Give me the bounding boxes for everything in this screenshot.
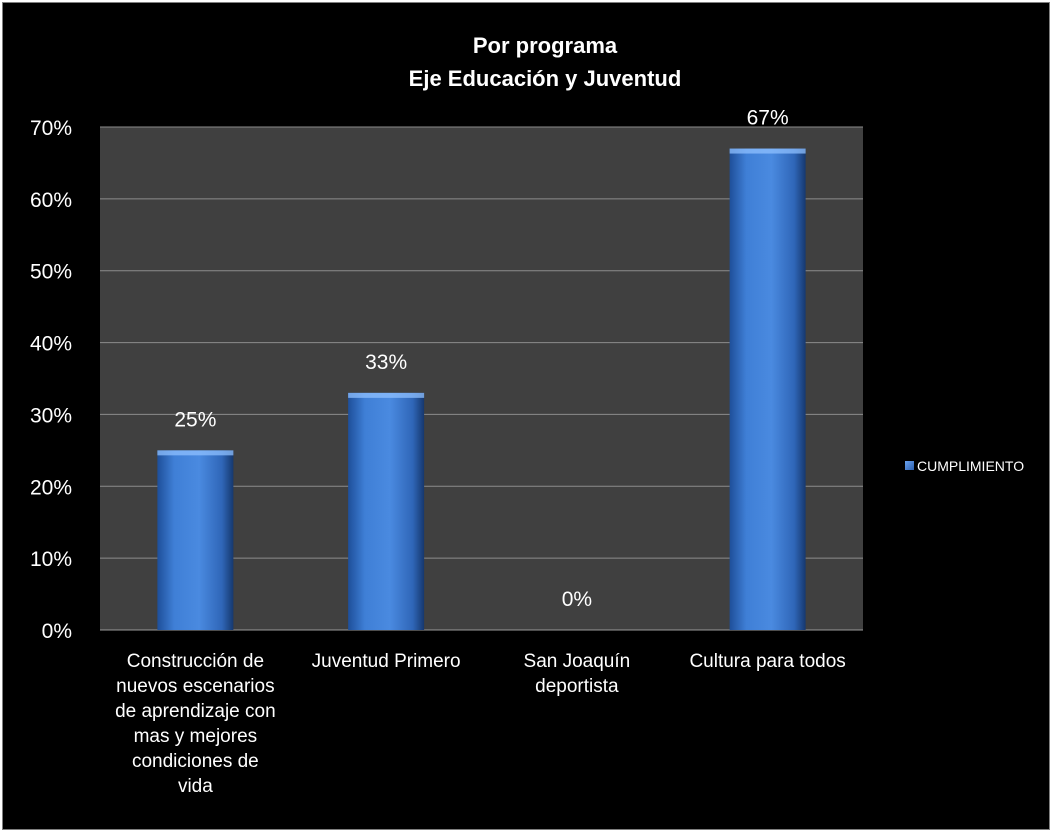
legend: CUMPLIMIENTO — [905, 458, 1024, 474]
bar — [729, 148, 806, 631]
category-label: San Joaquín — [524, 651, 631, 672]
bar — [348, 392, 425, 630]
y-tick-label: 60% — [30, 189, 72, 212]
category-label: mas y mejores — [134, 726, 258, 747]
category-label: de aprendizaje con — [115, 701, 276, 722]
data-label: 0% — [562, 588, 592, 611]
category-label: Cultura para todos — [689, 651, 845, 672]
y-tick-label: 30% — [30, 404, 72, 427]
bar-cap — [729, 148, 806, 154]
y-tick-label: 40% — [30, 333, 72, 356]
legend-swatch — [905, 461, 914, 470]
y-tick-label: 10% — [30, 548, 72, 571]
bar-cap — [157, 450, 234, 456]
chart-title-line-2: Eje Educación y Juventud — [409, 66, 682, 91]
y-tick-label: 20% — [30, 476, 72, 499]
legend-label: CUMPLIMIENTO — [917, 458, 1024, 474]
data-label: 25% — [174, 408, 216, 431]
category-label: nuevos escenarios — [116, 676, 274, 697]
y-tick-label: 50% — [30, 261, 72, 284]
bar-cap — [348, 392, 425, 398]
data-label: 33% — [365, 351, 407, 374]
category-label: condiciones de — [132, 751, 259, 772]
bar — [157, 450, 234, 630]
category-label: deportista — [535, 676, 619, 697]
chart-title-line-1: Por programa — [473, 33, 618, 58]
y-tick-label: 0% — [42, 620, 72, 643]
data-label: 67% — [747, 107, 789, 130]
category-label: Juventud Primero — [312, 651, 461, 672]
category-label: Construcción de — [127, 651, 264, 672]
y-tick-label: 70% — [30, 117, 72, 140]
category-label: vida — [178, 776, 213, 797]
